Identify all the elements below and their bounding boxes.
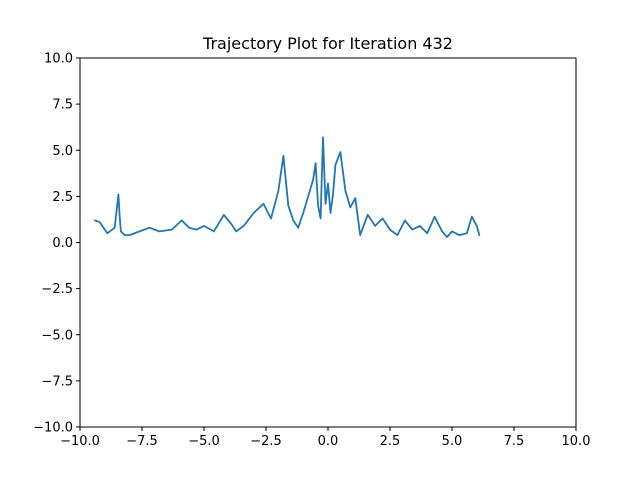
- y-tick-label: 0.0: [52, 236, 73, 251]
- x-tick-label: −5.0: [188, 434, 220, 449]
- x-tick-label: 10.0: [562, 434, 591, 449]
- x-tick-label: 0.0: [318, 434, 339, 449]
- y-tick-label: 5.0: [52, 144, 73, 159]
- y-tick-label: 7.5: [52, 98, 73, 113]
- trajectory-line: [94, 136, 481, 238]
- x-tick-label: 5.0: [442, 434, 463, 449]
- y-axis: −10.0 −7.5 −5.0 −2.5 0.0 2.5 5.0 7.5 10.0: [33, 52, 80, 436]
- y-tick-label: −2.5: [41, 282, 73, 297]
- y-tick-label: −10.0: [33, 421, 73, 436]
- y-tick-label: 10.0: [44, 52, 73, 67]
- axes-frame: [79, 57, 577, 428]
- y-tick-label: −7.5: [41, 374, 73, 389]
- x-tick-label: −10.0: [60, 434, 100, 449]
- chart-title: Trajectory Plot for Iteration 432: [202, 34, 453, 53]
- y-tick-label: 2.5: [52, 190, 73, 205]
- x-tick-label: −2.5: [250, 434, 282, 449]
- plot-area: [94, 136, 481, 238]
- x-tick-label: −7.5: [126, 434, 158, 449]
- y-tick-label: −5.0: [41, 328, 73, 343]
- x-axis: −10.0 −7.5 −5.0 −2.5 0.0 2.5 5.0 7.5 10.0: [60, 427, 590, 449]
- x-tick-label: 2.5: [380, 434, 401, 449]
- x-tick-label: 7.5: [504, 434, 525, 449]
